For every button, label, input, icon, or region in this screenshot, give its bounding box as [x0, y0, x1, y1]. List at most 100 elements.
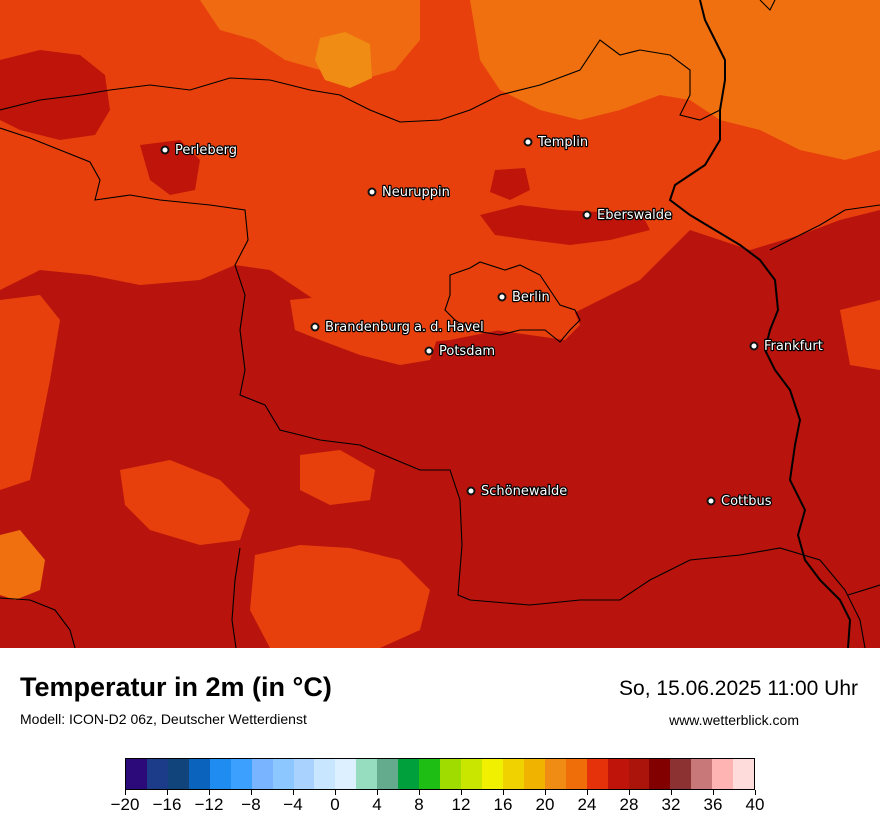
- legend-tick-label: −12: [194, 795, 224, 814]
- city-label-berlin: Berlin: [512, 290, 550, 305]
- state-border-north: [0, 39, 721, 123]
- temperature-zone-berlin: [440, 262, 580, 340]
- temperature-map: Perleberg Templin Neuruppin Eberswalde Berli…: [0, 0, 880, 648]
- city-dot-neuruppin: [367, 187, 377, 197]
- legend-swatch: [733, 759, 755, 789]
- city-dot-potsdam: [424, 346, 434, 356]
- legend-tick-label: 36: [703, 795, 723, 814]
- city-dot-schönewalde: [466, 486, 476, 496]
- city-label-potsdam: Potsdam: [439, 344, 495, 359]
- state-border-sw: [0, 597, 76, 648]
- legend-swatch: [398, 759, 420, 789]
- temperature-zone-orange-sw: [0, 295, 60, 490]
- legend-swatch: [565, 759, 587, 789]
- legend-swatch: [481, 759, 503, 789]
- website-link[interactable]: www.wetterblick.com: [669, 712, 799, 728]
- legend-tick-mark: [713, 790, 714, 795]
- legend-swatch: [419, 759, 441, 789]
- legend-ticks: −20 −16 −12 −8 −4 0 4 8 12 16 20 24 28 32 36 40: [111, 790, 764, 824]
- city-label-cottbus: Cottbus: [721, 494, 772, 509]
- temperature-zone-central: [290, 295, 440, 365]
- legend-tick-mark: [503, 790, 504, 795]
- forecast-datetime: So, 15.06.2025 11:00 Uhr: [619, 677, 858, 700]
- temperature-zone-orange-e: [840, 300, 880, 370]
- legend-tick-label: 8: [414, 795, 424, 814]
- legend-tick-label: 40: [745, 795, 765, 814]
- map-title: Temperatur in 2m (in °C): [20, 672, 332, 702]
- temperature-zone-orange-spot: [315, 32, 372, 88]
- city-label-schönewalde: Schönewalde: [481, 484, 567, 499]
- temperature-zone-dark-templin: [490, 168, 530, 200]
- legend-tick-label: 32: [661, 795, 681, 814]
- national-border: [668, 0, 852, 648]
- legend-tick-label: −16: [152, 795, 182, 814]
- legend-tick-mark: [671, 790, 672, 795]
- legend-swatch: [188, 759, 210, 789]
- city-dot-templin: [523, 137, 533, 147]
- temperature-zone-dark-eberswalde: [480, 205, 650, 245]
- legend-tick-mark: [125, 790, 126, 795]
- legend-tick-mark: [419, 790, 420, 795]
- legend-tick-mark: [293, 790, 294, 795]
- legend-swatch: [146, 759, 168, 789]
- legend-tick-mark: [335, 790, 336, 795]
- city-dot-perleberg: [160, 145, 170, 155]
- city-label-neuruppin: Neuruppin: [382, 185, 450, 200]
- city-dot-frankfurt: [749, 341, 759, 351]
- city-label-frankfurt: Frankfurt: [764, 339, 823, 354]
- legend-tick-mark: [629, 790, 630, 795]
- state-border-s: [231, 547, 241, 648]
- legend-tick-mark: [377, 790, 378, 795]
- map-canvas: Perleberg Templin Neuruppin Eberswalde Berli…: [0, 0, 880, 648]
- city-dot-eberswalde: [582, 210, 592, 220]
- temperature-zone-orange-s: [250, 545, 430, 648]
- state-border: [0, 127, 866, 648]
- legend-tick-mark: [209, 790, 210, 795]
- legend-swatch: [209, 759, 231, 789]
- city-dot-cottbus: [706, 496, 716, 506]
- legend-swatch: [126, 759, 147, 789]
- berlin-border: [444, 261, 581, 343]
- border-east-poland: [769, 204, 880, 251]
- city-dot-berlin: [497, 292, 507, 302]
- city-label-templin: Templin: [537, 135, 588, 150]
- legend-swatch: [502, 759, 524, 789]
- legend-swatch: [251, 759, 273, 789]
- city-markers: Perleberg Templin Neuruppin Eberswalde Berli…: [160, 134, 824, 510]
- legend-tick-mark: [461, 790, 462, 795]
- city-label-eberswalde: Eberswalde: [597, 208, 672, 223]
- legend-tick-mark: [251, 790, 252, 795]
- city-dot-brandenburg-a-d-havel: [310, 322, 320, 332]
- legend-tick-label: 4: [372, 795, 382, 814]
- legend-tick-label: −20: [110, 795, 140, 814]
- legend-tick-label: 24: [577, 795, 597, 814]
- temperature-zone-dark-nw: [0, 50, 110, 140]
- color-legend: [125, 758, 755, 790]
- legend-swatch: [461, 759, 482, 789]
- legend-tick-label: −8: [241, 795, 261, 814]
- temperature-zone-dark-perleberg: [140, 140, 200, 195]
- legend-swatch: [523, 759, 545, 789]
- legend-tick-label: 20: [535, 795, 555, 814]
- legend-swatch: [607, 759, 629, 789]
- temperature-zone-orange-ne: [470, 0, 880, 160]
- legend-swatch: [293, 759, 315, 789]
- legend-swatch: [712, 759, 734, 789]
- legend-swatch: [628, 759, 650, 789]
- legend-swatch: [440, 759, 461, 789]
- legend-swatch: [544, 759, 566, 789]
- legend-swatch: [670, 759, 692, 789]
- legend-swatch: [335, 759, 357, 789]
- legend-tick-label: 0: [330, 795, 340, 814]
- legend-tick-label: 28: [619, 795, 639, 814]
- legend-swatch: [586, 759, 608, 789]
- legend-swatch: [230, 759, 252, 789]
- legend-tick-mark: [755, 790, 756, 795]
- legend-tick-mark: [167, 790, 168, 795]
- legend-tick-label: 16: [493, 795, 513, 814]
- city-label-brandenburg-a-d-havel: Brandenburg a. d. Havel: [325, 320, 484, 335]
- legend-swatch: [356, 759, 378, 789]
- national-border-east: [759, 0, 776, 11]
- legend-swatch: [272, 759, 294, 789]
- model-source: Modell: ICON-D2 06z, Deutscher Wetterdie…: [20, 711, 307, 727]
